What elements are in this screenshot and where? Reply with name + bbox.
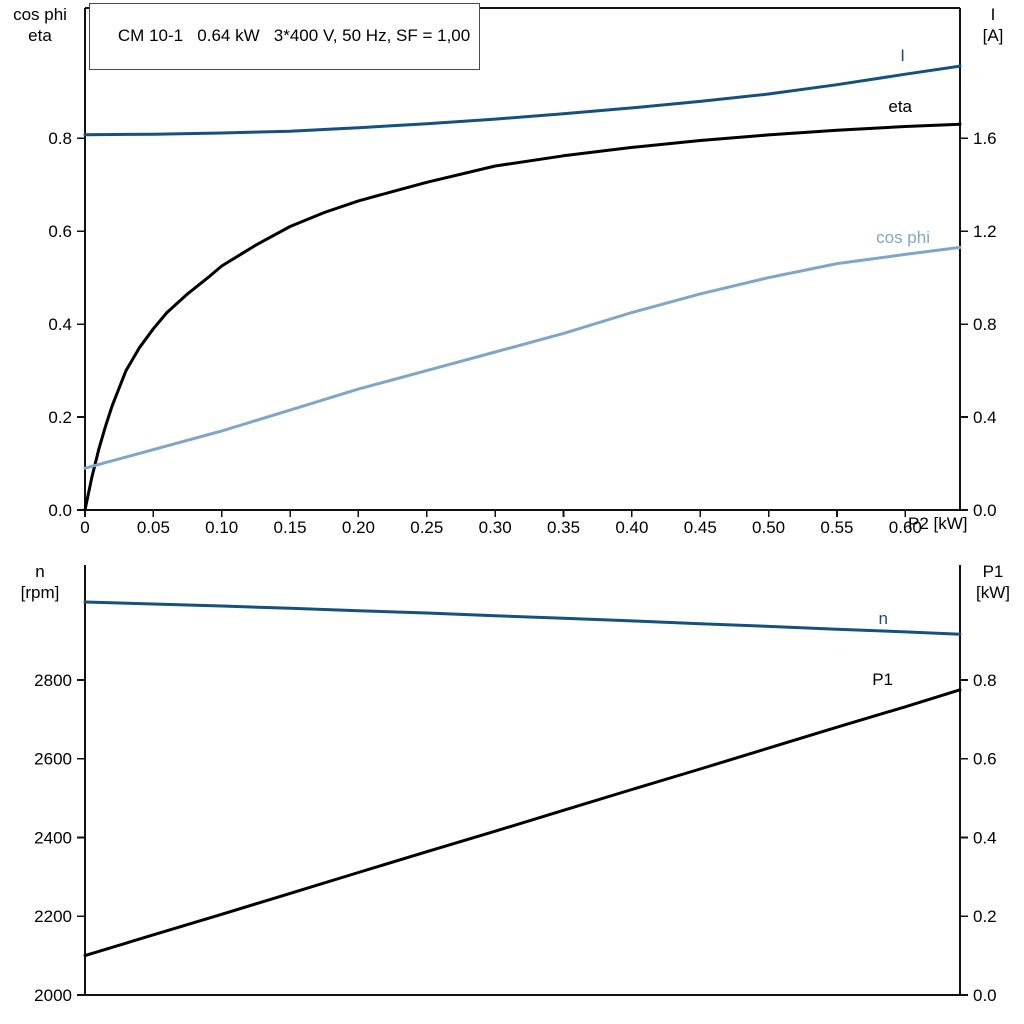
tick-label: 0.4	[973, 828, 997, 847]
curve-n	[83, 600, 962, 636]
axis-title-line: cos phi	[13, 5, 67, 24]
tick-label: 0.8	[973, 315, 997, 334]
curve-label-n: n	[879, 609, 888, 628]
tick-label: 0.8	[48, 129, 72, 148]
tick-label: 0	[80, 518, 89, 537]
tick-label: 0.4	[48, 315, 72, 334]
axis-title-line: eta	[28, 26, 52, 45]
top-chart-right-axis-title: I [A]	[964, 4, 1022, 46]
tick-label: 0.4	[973, 408, 997, 427]
tick-label: 0.2	[48, 408, 72, 427]
tick-label: 0.15	[274, 518, 307, 537]
x-axis-label: P2 [kW]	[908, 514, 968, 533]
tick-label: 0.2	[973, 907, 997, 926]
curve-cos-phi	[83, 245, 962, 470]
chart-title-box: CM 10-1 0.64 kW 3*400 V, 50 Hz, SF = 1,0…	[89, 3, 481, 70]
tick-label: 0.05	[137, 518, 170, 537]
tick-label: 1.2	[973, 222, 997, 241]
tick-label: 2600	[34, 750, 72, 769]
tick-label: 0.6	[973, 750, 997, 769]
tick-label: 0.35	[547, 518, 580, 537]
tick-label: 0.50	[752, 518, 785, 537]
tick-label: 0.8	[973, 671, 997, 690]
axis-title-line: [A]	[982, 26, 1004, 45]
tick-label: 0.45	[684, 518, 717, 537]
curve-I	[83, 64, 962, 137]
tick-label: 2200	[34, 907, 72, 926]
tick-label: 2400	[34, 828, 72, 847]
curve-eta	[83, 122, 962, 512]
tick-label: 0.30	[479, 518, 512, 537]
axis-title-line: n	[35, 562, 45, 581]
tick-label: 2800	[34, 671, 72, 690]
axis-title-line: I	[990, 5, 996, 24]
tick-label: 0.55	[820, 518, 853, 537]
axis-title-line: P1	[982, 562, 1004, 581]
bottom-chart-left-axis-title: n [rpm]	[0, 561, 80, 603]
tick-label: 0.6	[48, 222, 72, 241]
tick-label: 0.0	[48, 501, 72, 520]
tick-label: 0.25	[410, 518, 443, 537]
tick-label: 0.0	[973, 501, 997, 520]
tick-label: 0.40	[615, 518, 648, 537]
axis-title-line: [rpm]	[20, 583, 60, 602]
curve-label-P1: P1	[872, 670, 893, 689]
tick-label: 0.60	[889, 518, 922, 537]
tick-label: 0.0	[973, 986, 997, 1005]
curve-label-eta: eta	[888, 97, 912, 116]
axis-title-line: [kW]	[976, 583, 1010, 602]
tick-label: 0.20	[342, 518, 375, 537]
curve-P1	[83, 688, 962, 958]
chart-title: CM 10-1 0.64 kW 3*400 V, 50 Hz, SF = 1,0…	[117, 26, 471, 45]
tick-label: 0.10	[205, 518, 238, 537]
tick-label: 2000	[34, 986, 72, 1005]
top-chart-left-axis-title: cos phi eta	[0, 4, 80, 46]
tick-label: 1.6	[973, 129, 997, 148]
curve-label-cos-phi: cos phi	[876, 228, 930, 247]
bottom-chart-right-axis-title: P1 [kW]	[964, 561, 1022, 603]
curve-label-I: I	[900, 46, 905, 65]
